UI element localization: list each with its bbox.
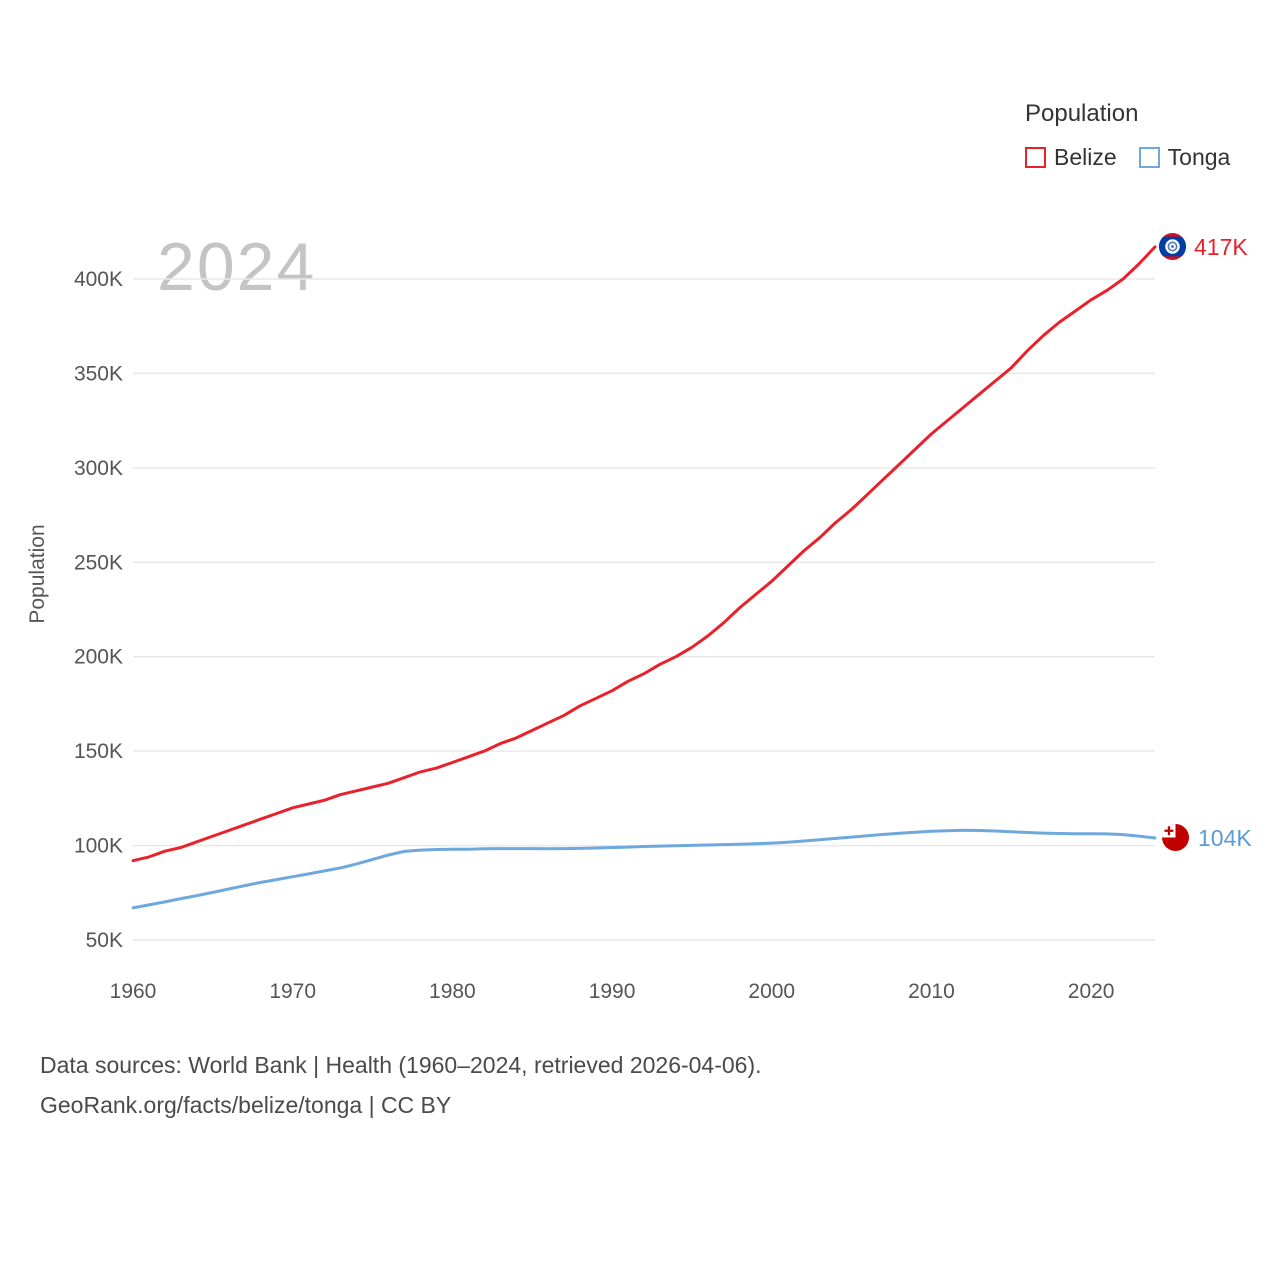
x-tick-label-1960: 1960 [110, 980, 157, 1003]
y-tick-label-200K: 200K [74, 646, 123, 669]
legend-label-belize: Belize [1054, 144, 1117, 170]
y-tick-label-400K: 400K [74, 268, 123, 291]
y-tick-label-250K: 250K [74, 551, 123, 574]
x-tick-label-2000: 2000 [748, 980, 795, 1003]
watermark-year: 2024 [157, 229, 317, 305]
x-tick-label-1980: 1980 [429, 980, 476, 1003]
tonga-end-value-label: 104K [1198, 825, 1252, 851]
footer: Data sources: World Bank | Health (1960–… [40, 1045, 762, 1125]
x-tick-label-1990: 1990 [589, 980, 636, 1003]
y-tick-label-350K: 350K [74, 362, 123, 385]
legend-items: Belize Tonga [1025, 144, 1247, 171]
tonga-swatch-icon [1138, 147, 1160, 168]
legend-item-belize[interactable]: Belize [1025, 144, 1117, 171]
x-tick-label-1970: 1970 [269, 980, 316, 1003]
tonga-flag-icon [1162, 824, 1189, 851]
footer-attribution: GeoRank.org/facts/belize/tonga | CC BY [40, 1092, 452, 1118]
legend-label-tonga: Tonga [1167, 144, 1231, 170]
chart-legend: Population Belize Tonga [1025, 100, 1247, 171]
y-tick-label-100K: 100K [74, 835, 123, 858]
x-tick-label-2010: 2010 [908, 980, 955, 1003]
belize-swatch-icon [1025, 147, 1046, 168]
legend-item-tonga[interactable]: Tonga [1138, 144, 1231, 171]
belize-flag-icon [1159, 233, 1186, 260]
y-tick-label-50K: 50K [86, 929, 123, 952]
y-tick-label-300K: 300K [74, 457, 123, 480]
footer-data-sources: Data sources: World Bank | Health (1960–… [40, 1052, 762, 1078]
legend-title: Population [1025, 100, 1139, 127]
belize-end-value-label: 417K [1194, 234, 1248, 260]
x-tick-label-2020: 2020 [1068, 980, 1115, 1003]
y-tick-label-150K: 150K [74, 740, 123, 763]
series-line-tonga[interactable] [131, 828, 1157, 910]
series-line-belize[interactable] [131, 245, 1157, 863]
